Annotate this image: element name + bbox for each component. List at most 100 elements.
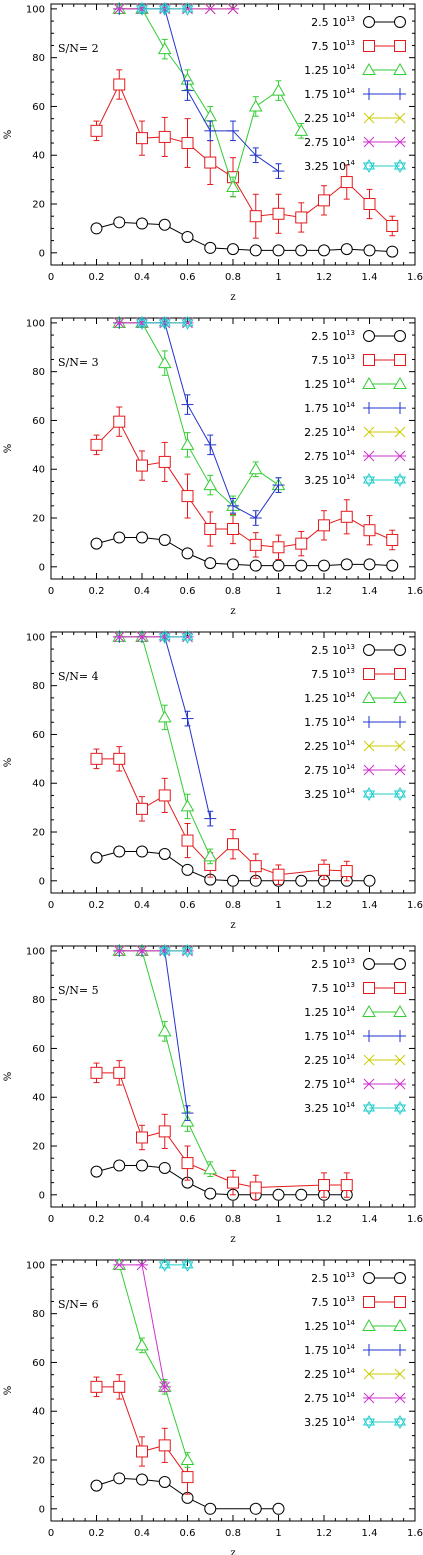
legend-marker bbox=[394, 88, 406, 100]
data-point bbox=[248, 462, 263, 475]
legend-marker bbox=[394, 716, 406, 728]
x-tick-label: 0.8 bbox=[225, 586, 241, 597]
x-tick-label: 1.4 bbox=[362, 1528, 378, 1539]
legend-label-base: 2.25 10 bbox=[304, 1054, 346, 1067]
legend-marker bbox=[394, 764, 406, 776]
x-tick-label: 0.8 bbox=[225, 1528, 241, 1539]
data-point bbox=[203, 1162, 218, 1175]
legend-swatch bbox=[363, 716, 406, 728]
legend-swatch bbox=[363, 88, 406, 100]
series-star bbox=[158, 629, 194, 644]
data-point bbox=[180, 1453, 195, 1466]
legend-label-exponent: 14 bbox=[346, 1415, 355, 1423]
legend-swatch bbox=[362, 1415, 407, 1429]
legend-label-base: 1.25 10 bbox=[304, 1006, 346, 1019]
legend-label: 7.5 1013 bbox=[311, 353, 355, 367]
legend-marker bbox=[393, 1101, 407, 1115]
legend-label: 2.75 1014 bbox=[304, 449, 355, 463]
x-tick-label: 0 bbox=[48, 272, 54, 283]
data-point bbox=[295, 874, 308, 887]
data-point bbox=[136, 459, 148, 472]
series-line bbox=[96, 1165, 347, 1196]
legend-label-exponent: 13 bbox=[346, 39, 355, 47]
data-point bbox=[90, 1380, 103, 1393]
legend-label-base: 1.75 10 bbox=[304, 402, 346, 415]
data-point bbox=[272, 1502, 285, 1515]
data-point bbox=[158, 1, 171, 16]
legend-label: 2.75 1014 bbox=[304, 1077, 355, 1091]
legend-label: 2.75 1014 bbox=[304, 763, 355, 777]
y-tick-label: 80 bbox=[32, 681, 45, 692]
data-point bbox=[136, 1159, 148, 1172]
data-point bbox=[226, 179, 240, 192]
data-point bbox=[248, 99, 263, 112]
legend-label-exponent: 14 bbox=[346, 87, 355, 95]
legend-label-base: 7.5 10 bbox=[311, 354, 346, 367]
x-tick-label: 0 bbox=[48, 900, 54, 911]
legend-label: 1.25 1014 bbox=[304, 377, 355, 391]
data-point bbox=[113, 1159, 126, 1172]
x-tick-label: 1.6 bbox=[407, 1528, 423, 1539]
legend-marker bbox=[393, 376, 407, 389]
data-point bbox=[136, 802, 148, 815]
legend-swatch bbox=[362, 62, 407, 75]
y-tick-label: 60 bbox=[32, 730, 45, 741]
panel-label: S/N= 4 bbox=[58, 670, 99, 683]
legend-marker bbox=[362, 1415, 376, 1429]
x-tick-label: 0.6 bbox=[180, 586, 196, 597]
data-point bbox=[135, 315, 149, 330]
legend-label-base: 7.5 10 bbox=[311, 668, 346, 681]
legend-label-base: 2.75 10 bbox=[304, 136, 346, 149]
data-point bbox=[90, 222, 103, 235]
legend-label: 2.5 1013 bbox=[311, 15, 355, 29]
legend-label-exponent: 14 bbox=[346, 1343, 355, 1351]
x-tick-label: 0.8 bbox=[225, 1214, 241, 1225]
series-circle bbox=[90, 216, 399, 258]
data-point bbox=[158, 455, 171, 468]
data-point bbox=[295, 244, 308, 257]
data-point bbox=[181, 547, 194, 560]
legend-marker bbox=[394, 354, 406, 366]
data-point bbox=[386, 219, 399, 232]
legend-swatch bbox=[362, 690, 407, 703]
legend-marker bbox=[362, 62, 376, 75]
legend-marker bbox=[363, 112, 375, 124]
data-point bbox=[227, 838, 239, 851]
x-tick-label: 1 bbox=[275, 586, 281, 597]
data-point bbox=[227, 499, 239, 512]
x-tick-label: 1.4 bbox=[362, 272, 378, 283]
series-line bbox=[119, 8, 279, 172]
y-tick-label: 60 bbox=[32, 1358, 45, 1369]
legend-label: 1.75 1014 bbox=[304, 401, 355, 415]
legend-marker bbox=[363, 354, 375, 366]
legend-label: 1.25 1014 bbox=[304, 1005, 355, 1019]
data-point bbox=[113, 3, 126, 15]
data-point bbox=[136, 1445, 148, 1458]
legend-marker bbox=[394, 40, 406, 52]
y-tick-label: 40 bbox=[32, 465, 45, 476]
data-point bbox=[295, 537, 308, 550]
legend-swatch bbox=[362, 1318, 407, 1331]
legend-marker bbox=[394, 112, 406, 124]
data-point bbox=[158, 943, 171, 958]
data-point bbox=[203, 109, 218, 122]
legend-label-base: 2.75 10 bbox=[304, 1078, 346, 1091]
legend-label-base: 7.5 10 bbox=[311, 40, 346, 53]
data-point bbox=[113, 845, 126, 858]
series-star bbox=[158, 943, 194, 958]
legend-label-exponent: 14 bbox=[346, 1053, 355, 1061]
data-point bbox=[158, 1439, 171, 1452]
data-point bbox=[318, 519, 330, 532]
legend-swatch bbox=[363, 1272, 406, 1284]
data-point bbox=[157, 710, 172, 723]
data-point bbox=[204, 522, 217, 535]
legend-swatch bbox=[363, 764, 406, 776]
legend-label-base: 7.5 10 bbox=[311, 982, 346, 995]
legend-swatch bbox=[363, 1078, 406, 1090]
y-tick-label: 20 bbox=[32, 200, 45, 211]
legend-marker bbox=[362, 1318, 376, 1331]
legend-label: 3.25 1014 bbox=[304, 1101, 355, 1115]
x-tick-label: 1.4 bbox=[362, 1214, 378, 1225]
y-tick-label: 20 bbox=[32, 1456, 45, 1467]
data-point bbox=[181, 1257, 194, 1272]
